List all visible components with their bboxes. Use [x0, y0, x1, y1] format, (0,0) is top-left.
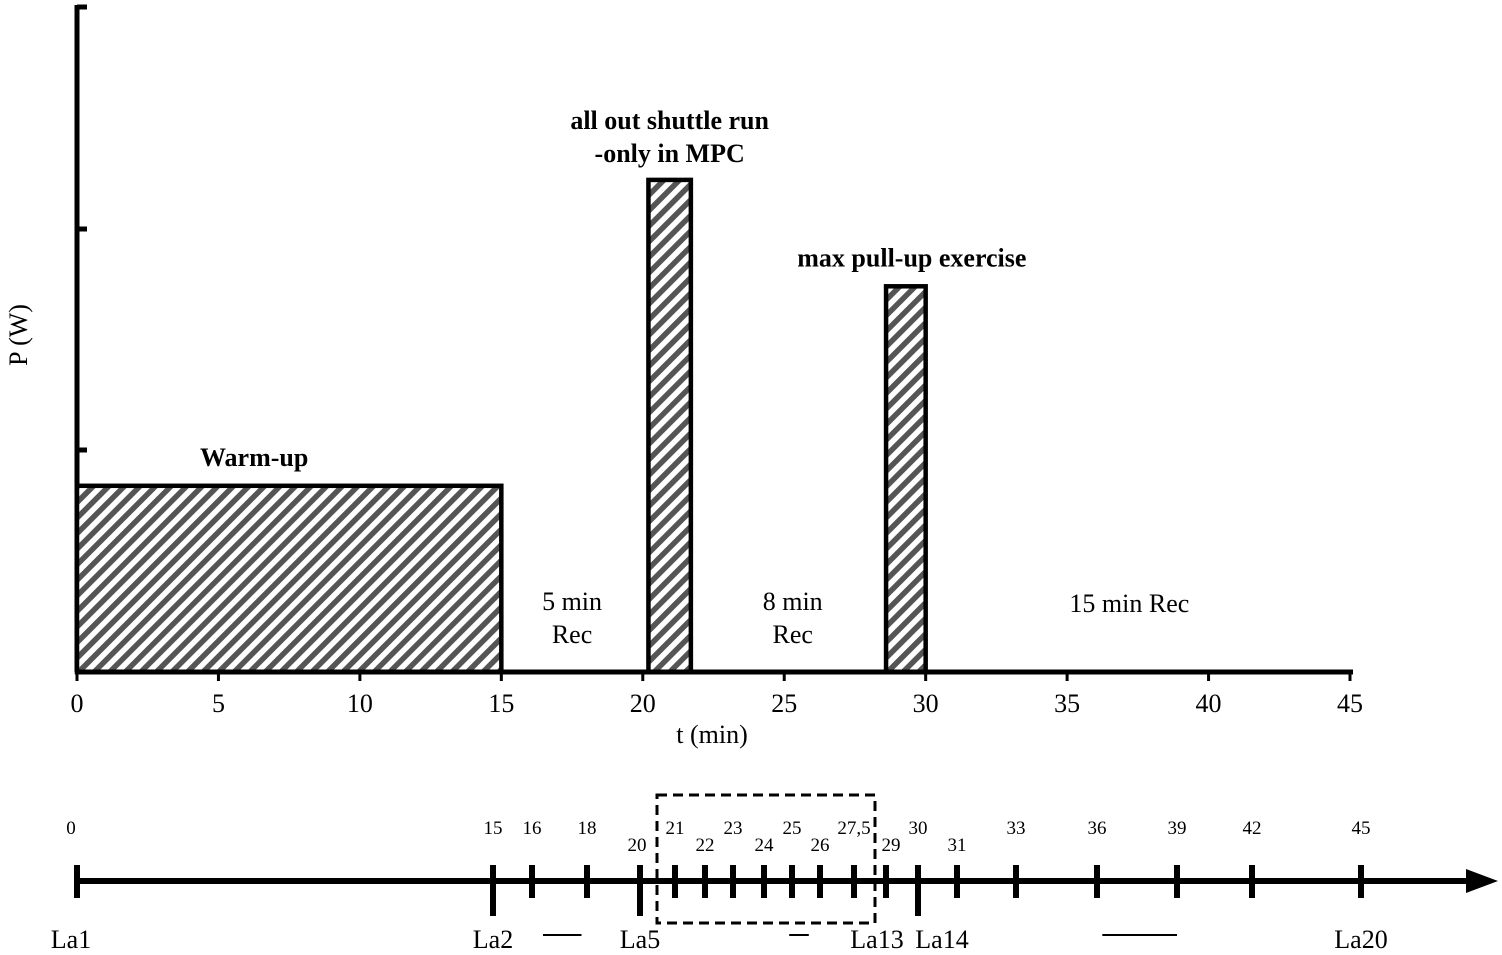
- timeline-tick-label: 42: [1243, 818, 1262, 839]
- timeline-tick-label: 0: [66, 818, 76, 839]
- sample-label: La14: [915, 925, 968, 954]
- sample-label: La1: [51, 925, 91, 954]
- recovery-label-line1: 8 min: [763, 587, 823, 616]
- x-tick-label: 30: [913, 689, 939, 718]
- timeline-arrowhead: [1466, 869, 1498, 893]
- timeline-tick-label: 27,5: [837, 818, 870, 839]
- recovery-label: 15 min Rec: [1069, 589, 1189, 618]
- x-axis-label: t (min): [676, 720, 748, 749]
- power-bar: [74, 483, 504, 675]
- timeline-tick-label: 29: [882, 835, 901, 856]
- y-axis-label: P (W): [4, 304, 33, 366]
- recovery-label-line1: 5 min: [542, 587, 602, 616]
- x-tick-label: 20: [630, 689, 656, 718]
- x-tick-label: 5: [212, 689, 225, 718]
- sample-label: La13: [850, 925, 903, 954]
- timeline-tick-label: 23: [724, 818, 743, 839]
- x-tick-label: 35: [1054, 689, 1080, 718]
- timeline-tick-label: 30: [909, 818, 928, 839]
- timeline-tick-label: 22: [696, 835, 715, 856]
- timeline-tick-label: 26: [811, 835, 830, 856]
- power-bar: [883, 284, 928, 675]
- timeline-tick-label: 33: [1007, 818, 1026, 839]
- sample-label: La20: [1334, 925, 1387, 954]
- x-tick-label: 45: [1337, 689, 1363, 718]
- power-bar: [646, 177, 694, 675]
- timeline-tick-label: 25: [783, 818, 802, 839]
- bar-label: max pull-up exercise: [797, 243, 1026, 272]
- x-tick-label: 25: [771, 689, 797, 718]
- timeline-tick-label: 15: [484, 818, 503, 839]
- bar-label-line2: -only in MPC: [595, 139, 745, 168]
- timeline-tick-label: 24: [755, 835, 775, 856]
- x-tick-label: 0: [71, 689, 84, 718]
- x-tick-label: 15: [488, 689, 514, 718]
- highlight-box: [655, 793, 877, 925]
- chart-layer: Warm-up all out shuttle run -only in MPC ma…: [74, 106, 1189, 675]
- x-tick-label: 40: [1196, 689, 1222, 718]
- timeline-tick-label: 16: [523, 818, 542, 839]
- timeline-tick-label: 36: [1088, 818, 1107, 839]
- timeline-tick-label: 18: [578, 818, 597, 839]
- timeline-tick-label: 21: [666, 818, 685, 839]
- bar-label-line1: all out shuttle run: [570, 106, 769, 135]
- timeline-tick-label: 20: [628, 835, 647, 856]
- timeline-tick-label: 45: [1352, 818, 1371, 839]
- sample-label: La5: [620, 925, 660, 954]
- x-tick-label: 10: [347, 689, 373, 718]
- bar-label: Warm-up: [200, 443, 308, 472]
- recovery-label-line2: Rec: [772, 620, 812, 649]
- timeline-tick-label: 31: [948, 835, 967, 856]
- x-tick-group: 0 5 10 15 20 25 30 35 40 45: [71, 672, 1363, 718]
- recovery-label-line2: Rec: [552, 620, 592, 649]
- timeline-tick-label: 39: [1168, 818, 1187, 839]
- sampling-timeline: 0 15 16 18 20 21 22 23 24 25 26 27,5 29 30 31 33 36 39 42 4…: [51, 793, 1498, 954]
- sample-label: La2: [473, 925, 513, 954]
